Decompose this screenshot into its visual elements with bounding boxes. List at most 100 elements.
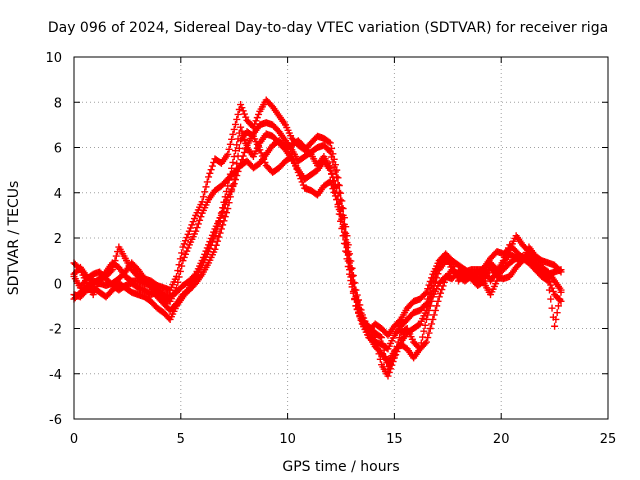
data-point (111, 257, 119, 265)
data-point (178, 249, 186, 257)
x-axis-label: GPS time / hours (282, 459, 399, 475)
data-point (422, 306, 430, 314)
y-tick-label: 0 (54, 277, 62, 292)
data-point (328, 144, 336, 152)
data-point (221, 213, 229, 221)
data-point (334, 203, 342, 211)
data-point (415, 321, 423, 329)
data-point (549, 287, 557, 295)
data-point (451, 266, 459, 274)
data-point (547, 295, 555, 303)
y-tick-label: 2 (54, 232, 62, 247)
data-point (499, 257, 507, 265)
data-point (233, 141, 241, 149)
data-point (422, 288, 430, 296)
data-point (208, 238, 216, 246)
data-point (434, 297, 442, 305)
data-point (552, 315, 560, 323)
data-point (448, 259, 456, 267)
data-point (355, 309, 363, 317)
data-point (333, 196, 341, 204)
data-point (422, 315, 430, 323)
data-point (248, 131, 256, 139)
data-point (240, 110, 248, 118)
data-point (242, 139, 250, 147)
data-point (342, 240, 350, 248)
data-point (255, 110, 263, 118)
data-point (230, 153, 238, 161)
x-tick-label: 5 (177, 432, 185, 447)
data-point (548, 304, 556, 312)
data-point (330, 155, 338, 163)
data-point (238, 104, 246, 112)
data-point (452, 270, 460, 278)
data-point (329, 173, 337, 181)
data-point (107, 267, 115, 275)
data-point (217, 209, 225, 217)
data-point (231, 147, 239, 155)
data-point (219, 204, 227, 212)
data-point (335, 200, 343, 208)
data-point (207, 241, 215, 249)
y-axis-label: SDTVAR / TECUs (6, 181, 22, 296)
data-point (193, 224, 201, 232)
data-point (219, 221, 227, 229)
data-point (173, 272, 181, 280)
data-point (374, 344, 382, 352)
data-point (181, 237, 189, 245)
data-point (237, 123, 245, 131)
series-trace-2 (70, 128, 565, 366)
data-point (197, 213, 205, 221)
series-trace-4 (70, 96, 565, 339)
data-point (392, 351, 400, 359)
data-point (421, 290, 429, 298)
data-point (183, 247, 191, 255)
data-point (220, 198, 228, 206)
data-point (437, 289, 445, 297)
data-point (440, 278, 448, 286)
data-point (251, 120, 259, 128)
data-point (346, 266, 354, 274)
data-point (179, 243, 187, 251)
data-point (420, 327, 428, 335)
data-point (330, 177, 338, 185)
data-point (228, 164, 236, 172)
data-point (229, 158, 237, 166)
data-point (211, 245, 219, 253)
data-point (375, 350, 383, 358)
data-point (353, 291, 361, 299)
data-point (230, 125, 238, 133)
y-tick-label: -6 (49, 413, 62, 428)
data-point (433, 302, 441, 310)
data-point (424, 302, 432, 310)
y-tick-label: -4 (49, 368, 62, 383)
data-point (180, 253, 188, 261)
data-point (180, 240, 188, 248)
data-point (184, 230, 192, 238)
data-point (342, 247, 350, 255)
data-point (225, 145, 233, 153)
data-point (556, 267, 564, 275)
data-point (253, 114, 261, 122)
data-point (235, 144, 243, 152)
y-tick-label: 10 (45, 51, 62, 66)
data-point (205, 248, 213, 256)
data-point (221, 193, 229, 201)
data-point (438, 286, 446, 294)
data-point (189, 218, 197, 226)
data-point (242, 113, 250, 121)
x-tick-label: 20 (493, 432, 510, 447)
y-tick-label: 8 (54, 96, 62, 111)
data-point (202, 183, 210, 191)
data-point (196, 216, 204, 224)
data-point (421, 321, 429, 329)
data-point (428, 290, 436, 298)
series-trace-5 (70, 123, 565, 380)
data-point (174, 267, 182, 275)
data-point (231, 120, 239, 128)
data-point (233, 115, 241, 123)
data-point (426, 294, 434, 302)
data-point (396, 317, 404, 325)
data-point (229, 130, 237, 138)
data-point (334, 192, 342, 200)
